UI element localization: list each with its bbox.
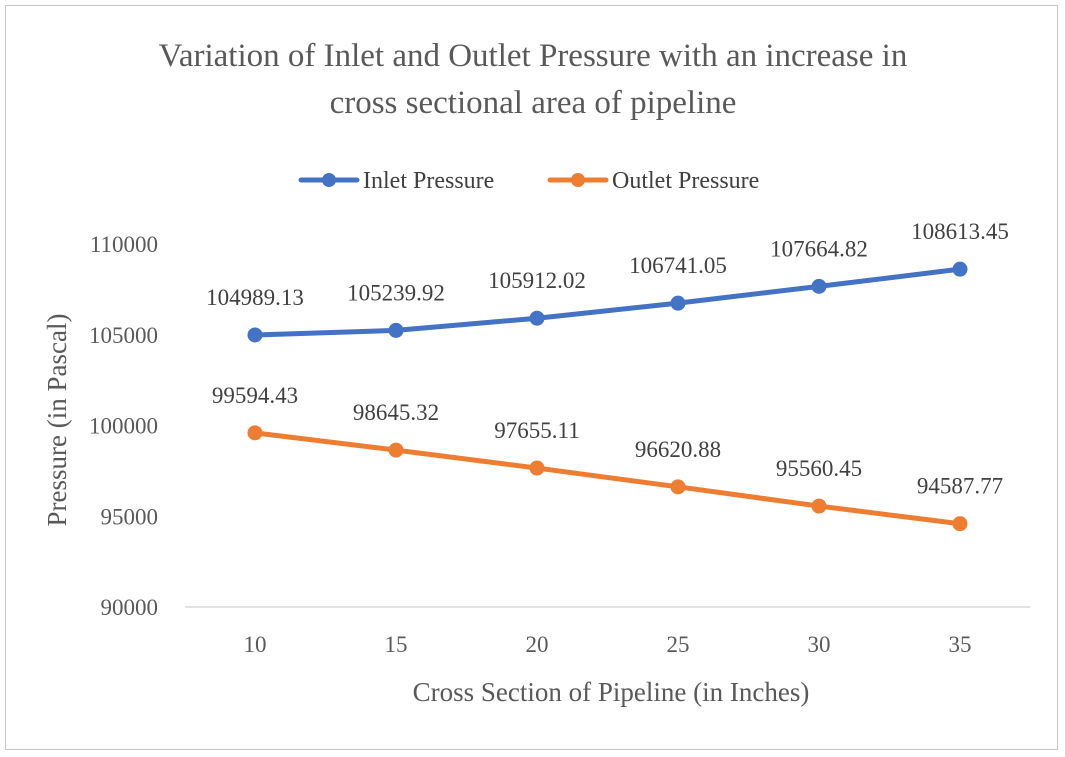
data-label-outlet: 95560.45 — [776, 456, 862, 481]
x-tick-label: 35 — [949, 632, 972, 657]
x-tick-label: 15 — [385, 632, 408, 657]
data-label-inlet: 105239.92 — [347, 280, 445, 305]
data-point-outlet — [952, 516, 968, 532]
data-label-outlet: 96620.88 — [635, 437, 721, 462]
series-layer — [247, 261, 968, 532]
series-line-outlet — [252, 430, 963, 527]
data-labels-layer: 104989.13 105239.92 105912.02 106741.05 1076… — [206, 219, 1009, 499]
data-point-outlet — [388, 442, 404, 458]
data-point-outlet — [529, 460, 545, 476]
x-tick-label: 20 — [526, 632, 549, 657]
data-label-outlet: 94587.77 — [917, 474, 1003, 499]
y-tick-label: 100000 — [89, 414, 158, 439]
data-label-outlet: 99594.43 — [212, 383, 298, 408]
y-axis-tick-labels: 90000 95000 100000 105000 110000 — [89, 232, 158, 620]
data-point-outlet — [670, 479, 686, 495]
x-tick-label: 30 — [808, 632, 831, 657]
x-axis-title: Cross Section of Pipeline (in Inches) — [413, 677, 810, 707]
data-point-inlet — [670, 295, 686, 311]
legend: Inlet Pressure Outlet Pressure — [298, 168, 759, 194]
chart-title-line-1: Variation of Inlet and Outlet Pressure w… — [159, 38, 908, 74]
data-label-outlet: 98645.32 — [353, 400, 439, 425]
x-tick-label: 10 — [244, 632, 267, 657]
x-tick-label: 25 — [667, 632, 690, 657]
data-point-inlet — [811, 278, 827, 294]
y-tick-label: 110000 — [90, 232, 158, 257]
legend-label-outlet: Outlet Pressure — [612, 168, 759, 194]
series-line-inlet — [252, 266, 963, 338]
data-label-inlet: 107664.82 — [770, 236, 868, 261]
legend-label-inlet: Inlet Pressure — [363, 168, 494, 194]
data-label-outlet: 97655.11 — [494, 418, 579, 443]
data-point-inlet — [529, 310, 545, 326]
chart-title-line-2: cross sectional area of pipeline — [330, 85, 737, 121]
data-point-outlet — [247, 425, 263, 441]
data-point-inlet — [952, 261, 968, 277]
legend-item-inlet: Inlet Pressure — [298, 168, 494, 194]
legend-item-outlet: Outlet Pressure — [547, 168, 759, 194]
data-point-outlet — [811, 498, 827, 514]
data-label-inlet: 106741.05 — [629, 253, 727, 278]
x-axis-tick-labels: 10 15 20 25 30 35 — [244, 632, 972, 657]
data-label-inlet: 105912.02 — [488, 268, 586, 293]
data-label-inlet: 108613.45 — [911, 219, 1009, 244]
data-point-inlet — [388, 322, 404, 338]
y-tick-label: 90000 — [101, 595, 159, 620]
legend-marker-inlet — [322, 173, 336, 187]
y-tick-label: 105000 — [89, 323, 158, 348]
chart-frame — [5, 5, 1058, 750]
legend-marker-outlet — [571, 173, 585, 187]
data-label-inlet: 104989.13 — [206, 285, 304, 310]
data-point-inlet — [247, 327, 263, 343]
y-tick-label: 95000 — [101, 504, 159, 529]
y-axis-title: Pressure (in Pascal) — [42, 314, 72, 527]
